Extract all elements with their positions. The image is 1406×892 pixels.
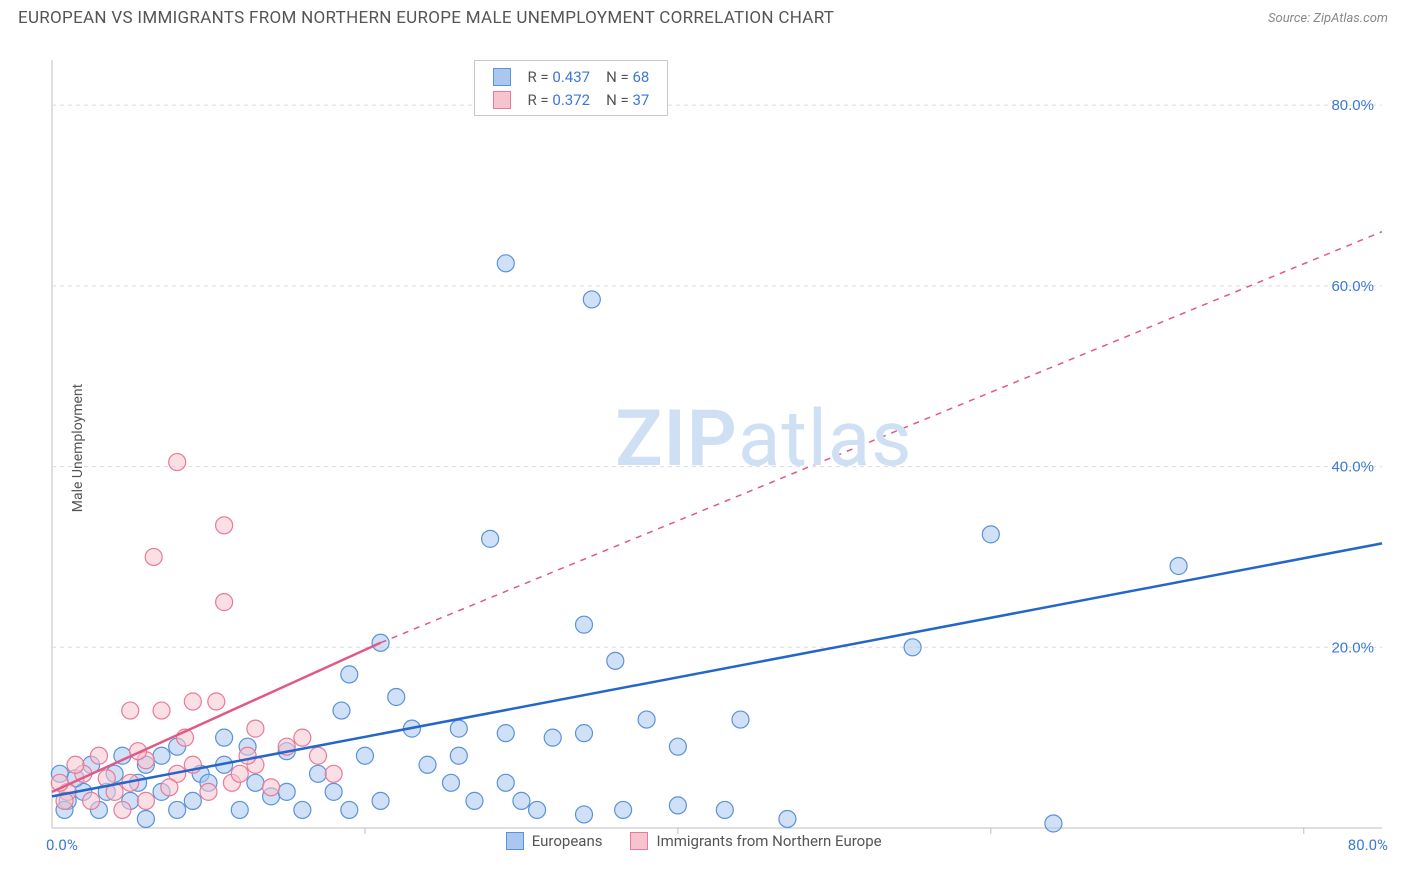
svg-text:40.0%: 40.0% bbox=[1331, 459, 1374, 476]
swatch-blue-icon bbox=[506, 832, 524, 850]
svg-text:20.0%: 20.0% bbox=[1331, 639, 1374, 656]
r-value-blue: 0.437 bbox=[552, 68, 590, 86]
n-value-blue: 68 bbox=[632, 68, 649, 86]
svg-text:80.0%: 80.0% bbox=[1331, 97, 1374, 114]
chart-title: EUROPEAN VS IMMIGRANTS FROM NORTHERN EUR… bbox=[18, 8, 834, 28]
legend-item-europeans: Europeans bbox=[506, 832, 603, 850]
source-attribution: Source: ZipAtlas.com bbox=[1268, 11, 1388, 26]
swatch-pink-icon bbox=[630, 832, 648, 850]
legend-label-immigrants: Immigrants from Northern Europe bbox=[656, 832, 881, 850]
n-label: N = bbox=[606, 91, 629, 109]
n-label: N = bbox=[606, 68, 629, 86]
stats-legend: R = 0.437 N = 68 R = 0.372 N = 37 bbox=[474, 60, 668, 116]
series-legend: Europeans Immigrants from Northern Europ… bbox=[506, 832, 882, 850]
swatch-pink bbox=[493, 91, 511, 109]
scatter-plot: 20.0% 40.0% 60.0% 80.0% bbox=[0, 38, 1406, 858]
swatch-blue bbox=[493, 68, 511, 86]
y-axis-label: Male Unemployment bbox=[70, 384, 86, 512]
stats-row-blue: R = 0.437 N = 68 bbox=[485, 65, 657, 88]
svg-text:60.0%: 60.0% bbox=[1331, 278, 1374, 295]
x-axis-max: 80.0% bbox=[1348, 836, 1388, 854]
chart-area: Male Unemployment 20.0%40.0%60.0%80.0% Z… bbox=[0, 38, 1406, 858]
r-label: R = bbox=[527, 91, 548, 109]
legend-label-europeans: Europeans bbox=[532, 832, 603, 850]
r-value-pink: 0.372 bbox=[552, 91, 590, 109]
r-label: R = bbox=[527, 68, 548, 86]
legend-item-immigrants: Immigrants from Northern Europe bbox=[630, 832, 881, 850]
n-value-pink: 37 bbox=[632, 91, 649, 109]
x-axis-min: 0.0% bbox=[46, 836, 78, 854]
stats-row-pink: R = 0.372 N = 37 bbox=[485, 88, 657, 111]
